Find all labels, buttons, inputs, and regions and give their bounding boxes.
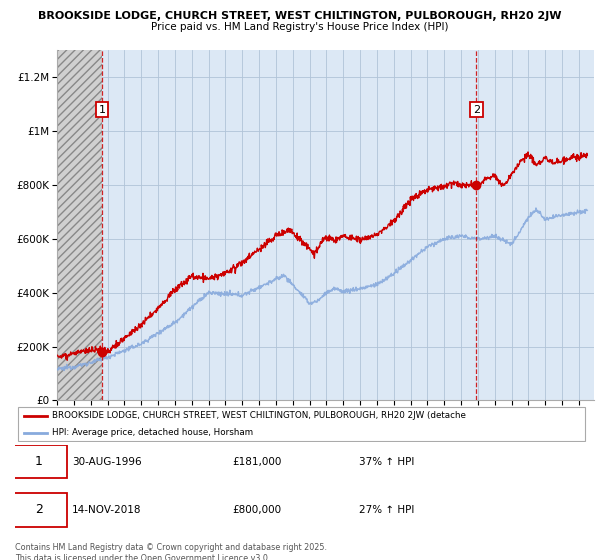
Text: 2: 2 bbox=[473, 105, 480, 115]
Text: Contains HM Land Registry data © Crown copyright and database right 2025.
This d: Contains HM Land Registry data © Crown c… bbox=[15, 543, 327, 560]
Text: 14-NOV-2018: 14-NOV-2018 bbox=[73, 505, 142, 515]
Text: 37% ↑ HPI: 37% ↑ HPI bbox=[359, 457, 414, 467]
Text: BROOKSIDE LODGE, CHURCH STREET, WEST CHILTINGTON, PULBOROUGH, RH20 2JW: BROOKSIDE LODGE, CHURCH STREET, WEST CHI… bbox=[38, 11, 562, 21]
Text: Price paid vs. HM Land Registry's House Price Index (HPI): Price paid vs. HM Land Registry's House … bbox=[151, 22, 449, 32]
Text: £800,000: £800,000 bbox=[233, 505, 282, 515]
Text: 30-AUG-1996: 30-AUG-1996 bbox=[73, 457, 142, 467]
FancyBboxPatch shape bbox=[12, 445, 67, 478]
Text: HPI: Average price, detached house, Horsham: HPI: Average price, detached house, Hors… bbox=[52, 428, 253, 437]
Text: 27% ↑ HPI: 27% ↑ HPI bbox=[359, 505, 414, 515]
FancyBboxPatch shape bbox=[12, 493, 67, 526]
Bar bbox=[57, 50, 102, 400]
Text: BROOKSIDE LODGE, CHURCH STREET, WEST CHILTINGTON, PULBOROUGH, RH20 2JW (detache: BROOKSIDE LODGE, CHURCH STREET, WEST CHI… bbox=[52, 412, 466, 421]
FancyBboxPatch shape bbox=[18, 408, 585, 441]
Text: £181,000: £181,000 bbox=[233, 457, 282, 467]
Text: 2: 2 bbox=[35, 503, 43, 516]
Text: 1: 1 bbox=[35, 455, 43, 468]
Text: 1: 1 bbox=[98, 105, 106, 115]
